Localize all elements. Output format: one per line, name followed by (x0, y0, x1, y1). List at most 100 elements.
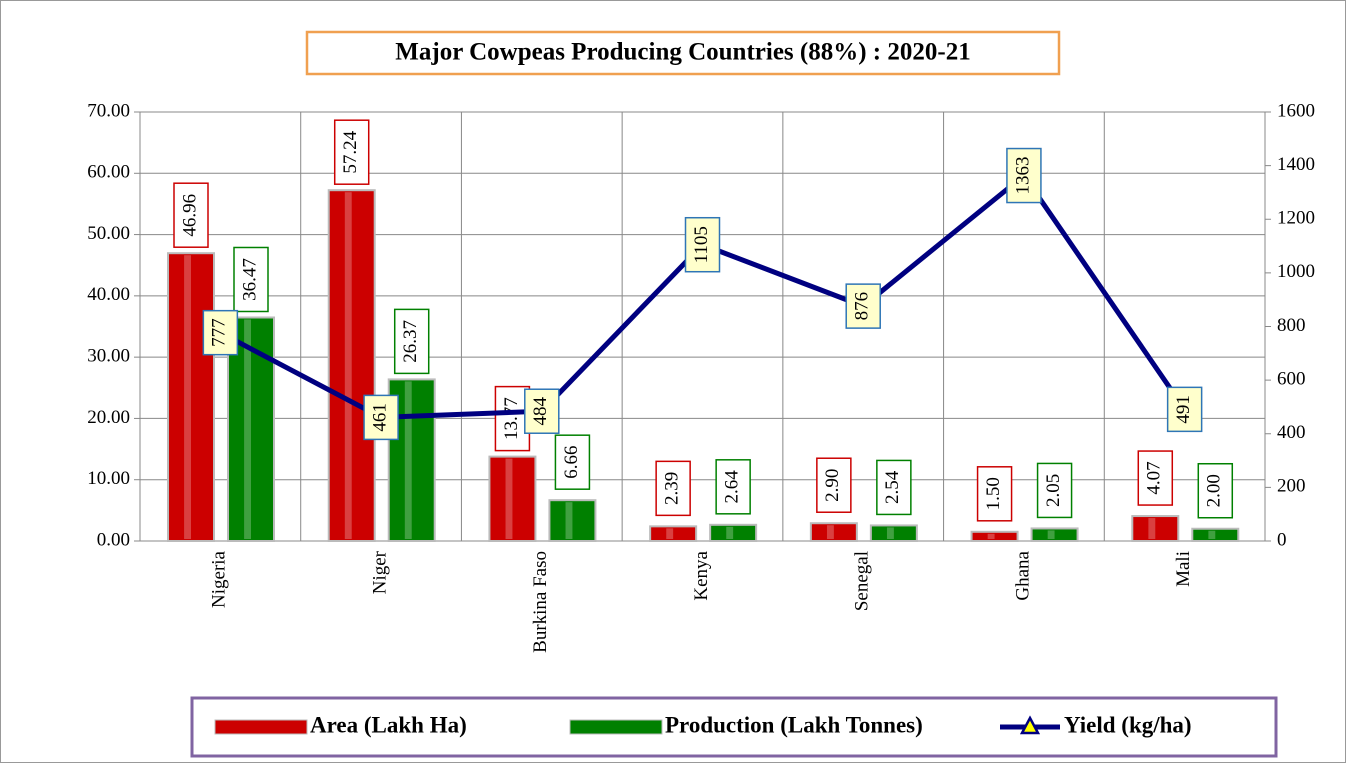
bar-value-label: 2.90 (822, 469, 843, 502)
y-tick-label: 20.00 (87, 407, 130, 428)
bar-value-label: 13.77 (501, 397, 522, 440)
bar-value-label: 1.50 (983, 477, 1004, 510)
bar-shine (344, 192, 352, 540)
bar-shine (826, 525, 834, 539)
bar-value-label: 2.00 (1204, 474, 1225, 507)
line-value-label-box (1006, 147, 1042, 204)
y2-tick-label: 1400 (1277, 154, 1315, 175)
bar-value-label: 4.07 (1144, 461, 1165, 494)
bar-value-label-box (173, 182, 209, 248)
x-tick-label: Burkina Faso (530, 551, 551, 653)
legend-label: Production (Lakh Tonnes) (665, 712, 923, 737)
y-tick-label: 30.00 (87, 346, 130, 367)
bar (709, 523, 758, 542)
y2-tick-label: 600 (1277, 368, 1306, 389)
chart-title: Major Cowpeas Producing Countries (88%) … (395, 39, 970, 66)
bar (649, 525, 698, 543)
line-value-label-box (1166, 386, 1203, 433)
bar-value-label-box (333, 119, 370, 185)
bar-shine (505, 458, 513, 539)
bar-shine (1047, 530, 1055, 539)
bar-shine (666, 528, 674, 539)
x-tick-label: Niger (369, 550, 390, 594)
bar-shine (565, 502, 573, 539)
bar-value-label: 6.66 (561, 446, 582, 479)
legend-label: Area (Lakh Ha) (310, 712, 467, 737)
legend-marker (1019, 715, 1041, 735)
bar (1131, 515, 1180, 542)
bar (809, 522, 858, 543)
line-value-label: 461 (369, 403, 390, 432)
y2-tick-label: 800 (1277, 315, 1306, 336)
bar (1030, 527, 1079, 542)
bar-value-label: 2.54 (882, 470, 903, 504)
bar (327, 189, 376, 543)
legend-swatch (569, 719, 663, 735)
bar (167, 252, 215, 542)
y-tick-label: 10.00 (87, 468, 130, 489)
line-value-label-box (524, 388, 560, 434)
y-tick-label: 40.00 (87, 284, 130, 305)
title-box (305, 30, 1061, 76)
bar-value-label: 2.64 (722, 470, 743, 504)
y-tick-label: 0.00 (97, 529, 130, 550)
y2-tick-label: 200 (1277, 476, 1306, 497)
line-value-label: 777 (209, 318, 230, 347)
bar-value-label-box (816, 457, 852, 513)
line-value-label-box (363, 394, 399, 441)
bar (1191, 527, 1240, 543)
bar (970, 530, 1019, 542)
bar-shine (404, 381, 412, 539)
bar-value-label: 57.24 (340, 130, 361, 173)
bar-value-label: 36.47 (239, 258, 260, 301)
bar-value-label-box (393, 308, 430, 375)
line-value-label: 1105 (691, 226, 712, 263)
bar-value-label-box (554, 434, 591, 490)
bar-shine (244, 319, 251, 539)
line-value-label: 876 (852, 292, 873, 321)
bar-shine (184, 255, 191, 540)
bar (869, 524, 918, 542)
line-value-label-box (202, 309, 239, 356)
bar-shine (886, 527, 894, 539)
line-value-label: 491 (1173, 395, 1194, 424)
bar-value-label-box (494, 385, 531, 452)
bar-shine (1208, 530, 1216, 539)
y2-tick-label: 1000 (1277, 261, 1315, 282)
legend-label: Yield (kg/ha) (1064, 712, 1192, 737)
x-tick-label: Senegal (852, 551, 873, 611)
bar-value-label-box (1137, 450, 1174, 506)
bar-value-label-box (655, 460, 691, 517)
bar-value-label-box (1197, 462, 1234, 519)
y2-tick-label: 1600 (1277, 100, 1315, 121)
y-tick-label: 60.00 (87, 162, 130, 183)
bar-shine (1148, 518, 1156, 539)
bar-value-label-box (876, 459, 912, 516)
line-value-label-box (845, 283, 881, 329)
line-value-label-box (684, 216, 721, 273)
y2-tick-label: 400 (1277, 422, 1306, 443)
x-tick-label: Ghana (1012, 550, 1033, 600)
bar-value-label: 26.37 (400, 320, 421, 363)
bar-shine (726, 526, 734, 539)
bar (548, 499, 597, 542)
y2-tick-label: 0 (1277, 529, 1287, 550)
legend-swatch (214, 719, 308, 735)
bar-value-label-box (233, 246, 269, 313)
line-value-label: 484 (530, 396, 551, 425)
x-tick-label: Mali (1173, 551, 1194, 587)
bar-value-label: 2.39 (662, 472, 683, 505)
x-tick-label: Nigeria (209, 550, 230, 608)
plot-border (139, 111, 1266, 542)
y-tick-label: 50.00 (87, 223, 130, 244)
bar-value-label-box (1036, 462, 1073, 519)
legend-box (190, 696, 1278, 758)
y2-tick-label: 1200 (1277, 208, 1315, 229)
bar (488, 455, 537, 542)
bar-value-label-box (715, 459, 751, 515)
bar-value-label: 46.96 (179, 194, 200, 237)
y-tick-label: 70.00 (87, 100, 130, 121)
bar-value-label-box (976, 466, 1013, 522)
